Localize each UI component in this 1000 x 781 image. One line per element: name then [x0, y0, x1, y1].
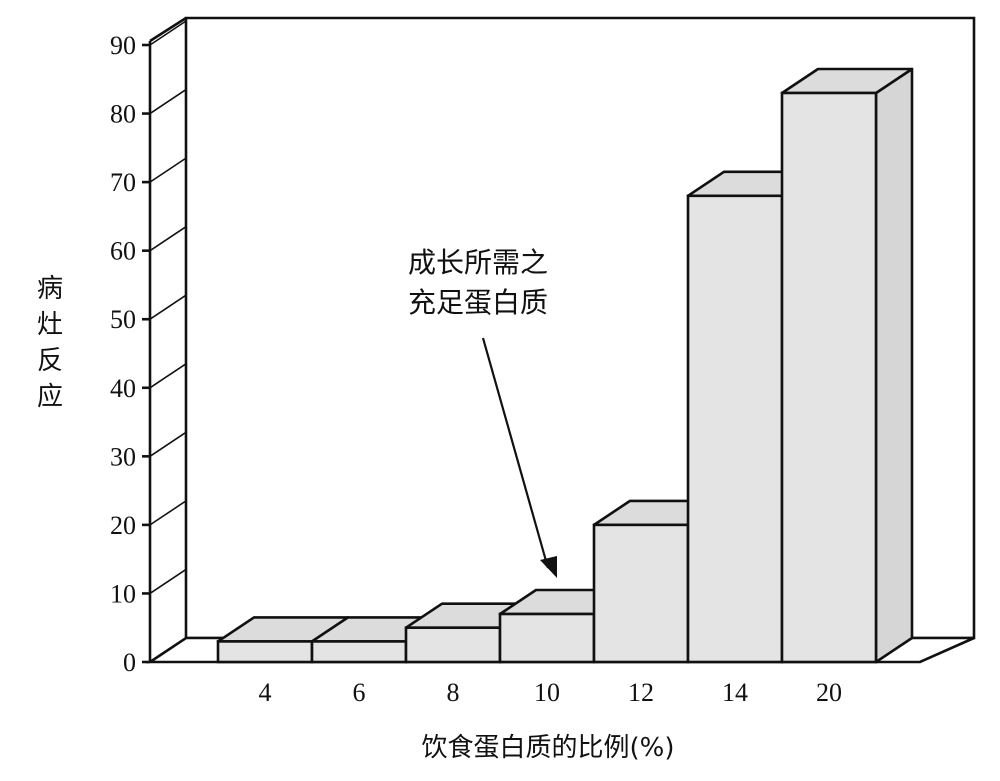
y-tick-label: 50 [110, 305, 136, 334]
y-tick-depth [149, 363, 187, 389]
y-tick-depth [149, 88, 187, 115]
y-tick-label: 40 [110, 374, 136, 403]
x-tick-label: 20 [816, 678, 842, 707]
y-tick-label: 30 [110, 442, 136, 471]
y-axis-title: 病灶反应 [37, 274, 63, 412]
bar-front [780, 91, 878, 664]
bar-front [404, 626, 502, 664]
x-tick-label: 12 [628, 678, 654, 707]
y-tick-depth [149, 431, 187, 457]
bar [780, 67, 914, 664]
y-tick-label: 0 [123, 648, 136, 677]
bar-front [216, 640, 314, 664]
y-tick-depth [149, 637, 187, 663]
x-tick-label: 4 [259, 678, 272, 707]
annotation-arrowhead [540, 556, 557, 578]
x-tick-label: 14 [722, 678, 748, 707]
bar-front [310, 640, 408, 664]
y-axis: 0 10 20 30 40 50 60 70 80 90 [110, 20, 187, 677]
y-axis-depth-line [149, 16, 187, 43]
y-tick-label: 90 [110, 31, 136, 60]
bar-front [498, 612, 596, 664]
y-tick-label: 70 [110, 168, 136, 197]
annotation: 成长所需之 充足蛋白质 [408, 246, 557, 578]
x-tick-label: 10 [534, 678, 560, 707]
x-axis-title: 饮食蛋白质的比例(%) [422, 733, 675, 763]
bar-side [874, 67, 914, 664]
y-tick-depth [149, 226, 187, 252]
x-tick-label: 8 [447, 678, 460, 707]
bar-front [592, 523, 690, 664]
y-tick-label: 10 [110, 579, 136, 608]
y-tick-depth [149, 500, 187, 526]
y-tick-depth [149, 568, 187, 595]
y-tick-label: 20 [110, 511, 136, 540]
bar [216, 616, 350, 664]
y-tick-label: 80 [110, 100, 136, 129]
y-tick-depth [149, 157, 187, 183]
x-axis: 4 6 8 10 12 14 20 [259, 678, 843, 707]
bars-group [216, 67, 914, 664]
x-tick-label: 6 [353, 678, 366, 707]
y-tick-depth [149, 294, 187, 320]
annotation-arrow [481, 337, 550, 569]
annotation-line-2: 充足蛋白质 [408, 286, 548, 319]
annotation-line-1: 成长所需之 [408, 246, 548, 279]
y-tick-depth [149, 20, 187, 46]
bar-front [686, 194, 784, 664]
y-tick-label: 60 [110, 237, 136, 266]
